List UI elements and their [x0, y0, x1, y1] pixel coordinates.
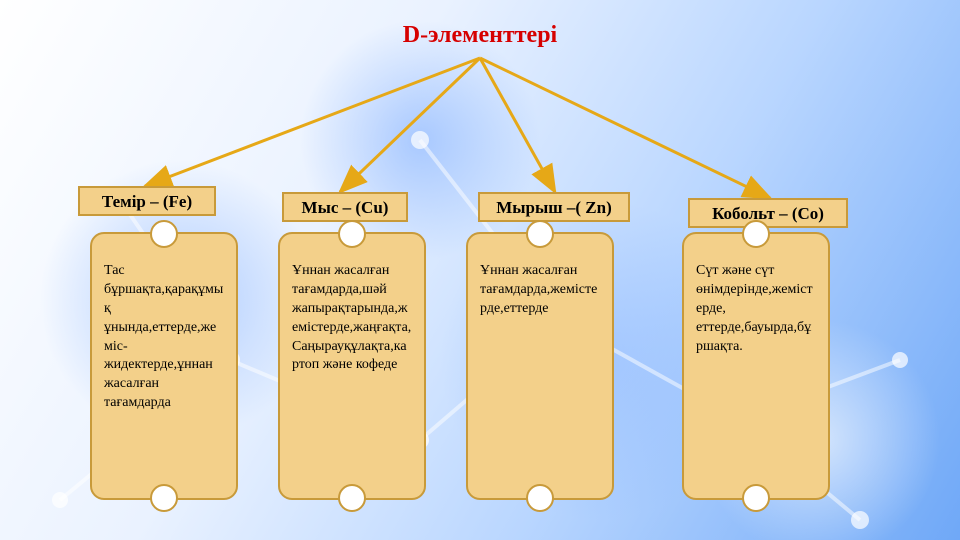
element-card-zn: Ұннан жасалған тағамдарда,жемістерде,етт…	[466, 232, 614, 500]
element-label-co: Кобольт – (Co)	[688, 198, 848, 228]
card-text: Ұннан жасалған тағамдарда,шәй жапырақтар…	[292, 263, 411, 372]
card-text: Ұннан жасалған тағамдарда,жемістерде,етт…	[480, 263, 597, 316]
element-card-co: Сүт және сүт өнімдерінде,жемістерде, етт…	[682, 232, 830, 500]
element-label-fe: Темір – (Fe)	[78, 186, 216, 216]
element-label-zn: Мырыш –( Zn)	[478, 192, 630, 222]
element-card-fe: Тас бұршақта,қарақұмық ұнында,еттерде,же…	[90, 232, 238, 500]
element-card-cu: Ұннан жасалған тағамдарда,шәй жапырақтар…	[278, 232, 426, 500]
page-title: D-элементтері	[0, 22, 960, 49]
card-text: Сүт және сүт өнімдерінде,жемістерде, етт…	[696, 263, 813, 354]
element-label-cu: Мыс – (Cu)	[282, 192, 408, 222]
card-text: Тас бұршақта,қарақұмық ұнында,еттерде,же…	[104, 263, 223, 410]
